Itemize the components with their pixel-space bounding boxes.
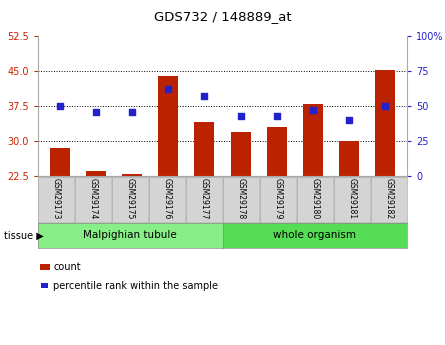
Text: GSM29180: GSM29180 [310, 178, 320, 219]
Text: GDS732 / 148889_at: GDS732 / 148889_at [154, 10, 291, 23]
Point [237, 113, 244, 119]
Bar [376, 70, 396, 176]
Text: GSM29181: GSM29181 [347, 178, 356, 219]
Text: GSM29178: GSM29178 [236, 178, 246, 219]
Bar [49, 148, 69, 176]
Point [165, 87, 172, 92]
Bar [194, 122, 214, 176]
Point [56, 103, 63, 109]
Point [309, 108, 316, 113]
Text: whole organism: whole organism [273, 230, 356, 240]
Text: GSM29173: GSM29173 [52, 178, 61, 219]
Bar [122, 174, 142, 176]
Text: GSM29179: GSM29179 [273, 178, 283, 219]
Text: GSM29175: GSM29175 [125, 178, 135, 219]
Text: percentile rank within the sample: percentile rank within the sample [53, 282, 218, 291]
Text: GSM29174: GSM29174 [89, 178, 98, 219]
Text: GSM29176: GSM29176 [162, 178, 172, 219]
Point [273, 113, 280, 119]
Point [92, 109, 99, 115]
Bar [86, 171, 106, 176]
Bar [339, 141, 359, 176]
Point [382, 103, 389, 109]
Bar [231, 132, 251, 176]
Text: count: count [53, 263, 81, 272]
Text: GSM29177: GSM29177 [199, 178, 209, 219]
Text: Malpighian tubule: Malpighian tubule [83, 230, 177, 240]
Point [129, 109, 136, 115]
Text: tissue ▶: tissue ▶ [4, 230, 43, 240]
Text: GSM29182: GSM29182 [384, 178, 393, 219]
Point [201, 93, 208, 99]
Bar [303, 104, 323, 176]
Bar [267, 127, 287, 176]
Bar [158, 76, 178, 176]
Point [346, 117, 353, 123]
